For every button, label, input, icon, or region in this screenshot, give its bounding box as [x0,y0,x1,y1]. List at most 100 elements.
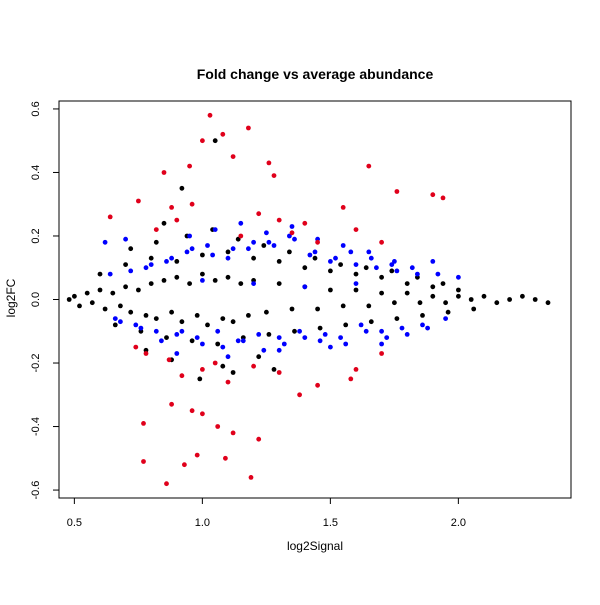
data-point [343,322,349,328]
data-point [107,271,113,277]
data-point [358,322,364,328]
data-point [264,309,269,315]
data-point [194,452,200,458]
data-point [266,332,272,337]
data-point [238,220,244,226]
data-point [289,224,295,229]
data-point [84,290,90,296]
data-point [72,293,77,299]
data-point [215,341,221,347]
data-point [374,265,379,271]
data-point [207,112,213,118]
data-point [276,281,282,286]
x-tick-label: 0.5 [67,517,82,529]
data-point [97,287,103,293]
data-point [394,189,400,194]
data-point [174,332,180,337]
data-point [420,313,425,318]
data-point [343,341,349,347]
data-point [164,481,169,487]
data-point [379,290,384,296]
data-point [430,284,436,290]
data-point [363,328,369,334]
data-point [187,233,193,239]
data-point [287,233,292,239]
data-point [281,341,287,347]
data-point [368,319,374,325]
data-point [89,300,95,306]
data-point [338,335,343,340]
data-point [399,325,405,331]
data-point [189,408,195,414]
data-point [210,252,216,258]
data-point [456,287,461,293]
data-point [200,252,205,258]
data-point [123,284,128,290]
data-point [123,236,128,242]
data-point [225,274,231,280]
data-point [179,373,185,379]
data-point [430,192,436,198]
data-point [187,163,193,169]
data-point [292,328,297,334]
data-point [230,154,236,160]
data-point [143,351,149,356]
data-point [184,249,190,255]
data-point [251,239,256,245]
data-point [481,293,487,299]
data-point [212,278,218,283]
data-point [169,255,175,261]
data-point [107,214,113,220]
data-point [302,265,308,271]
data-point [353,367,359,372]
data-point [248,475,254,480]
x-axis-label: log2Signal [287,539,343,553]
data-point [102,239,108,245]
data-point [256,211,262,217]
data-point [251,255,256,261]
data-point [379,328,384,334]
data-point [153,316,159,321]
data-point [425,325,430,331]
data-point [205,243,210,248]
data-point [384,335,390,340]
data-point [404,332,410,337]
data-point [271,173,277,179]
data-point [443,300,448,306]
data-point [161,278,167,283]
data-point [212,360,218,366]
data-point [174,259,180,264]
data-point [136,287,141,293]
data-point [389,262,395,267]
data-point [179,185,185,191]
data-point [251,281,256,286]
data-point [110,290,116,296]
data-point [271,367,277,372]
data-point [141,421,146,426]
data-point [215,424,221,429]
data-point [166,357,172,363]
data-point [212,138,218,144]
data-point [189,246,195,252]
data-point [220,363,226,369]
data-point [174,217,180,223]
data-point [317,325,323,331]
x-tick-label: 2.0 [451,517,466,529]
data-point [246,246,251,252]
data-point [112,316,118,321]
data-point [179,319,185,325]
data-point [389,268,395,274]
data-point [77,303,82,309]
data-point [220,344,226,350]
data-point [235,236,241,242]
data-point [276,347,282,353]
data-point [392,300,397,306]
data-point [194,335,200,340]
data-point [174,274,180,280]
data-point [366,303,372,309]
data-point [445,309,451,315]
y-tick-label: 0.4 [30,165,42,180]
y-tick-label: -0.4 [30,417,42,436]
data-point [159,338,164,344]
data-point [128,268,134,274]
